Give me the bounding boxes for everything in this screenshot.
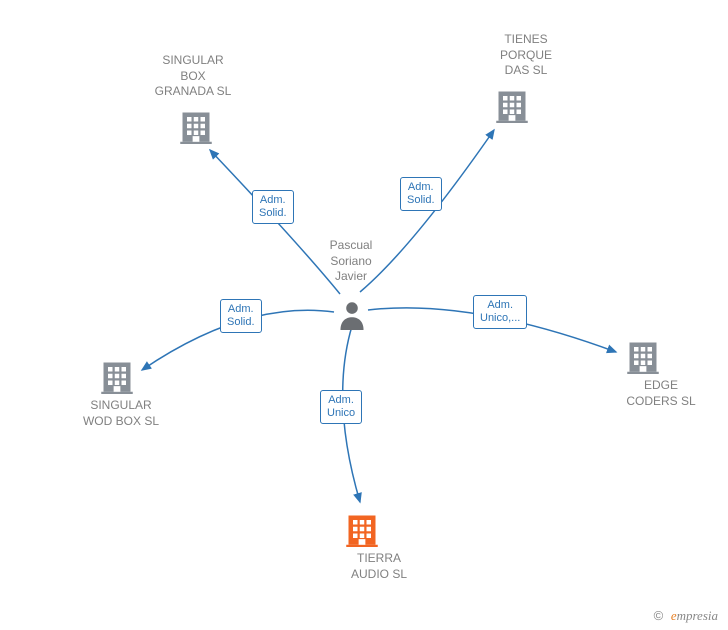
building-icon [99, 358, 135, 394]
building-icon [178, 108, 214, 144]
network-diagram: Pascual Soriano Javier SINGULAR BOX GRAN… [0, 0, 728, 630]
center-node-label: Pascual Soriano Javier [316, 238, 386, 285]
company-label: TIERRA AUDIO SL [329, 551, 429, 582]
attribution: © empresia [654, 608, 718, 624]
edge-label: Adm. Solid. [400, 177, 442, 211]
company-label: SINGULAR WOD BOX SL [71, 398, 171, 429]
edge-label: Adm. Solid. [220, 299, 262, 333]
company-label: TIENES PORQUE DAS SL [476, 32, 576, 79]
brand-rest: mpresia [677, 608, 718, 623]
company-label: EDGE CODERS SL [611, 378, 711, 409]
person-icon [338, 300, 366, 330]
edge-label: Adm. Solid. [252, 190, 294, 224]
copyright-symbol: © [654, 608, 664, 623]
building-icon [494, 87, 530, 123]
building-icon [625, 338, 661, 374]
edge-label: Adm. Unico,... [473, 295, 527, 329]
building-icon [344, 511, 380, 547]
edge-label: Adm. Unico [320, 390, 362, 424]
company-label: SINGULAR BOX GRANADA SL [143, 53, 243, 100]
